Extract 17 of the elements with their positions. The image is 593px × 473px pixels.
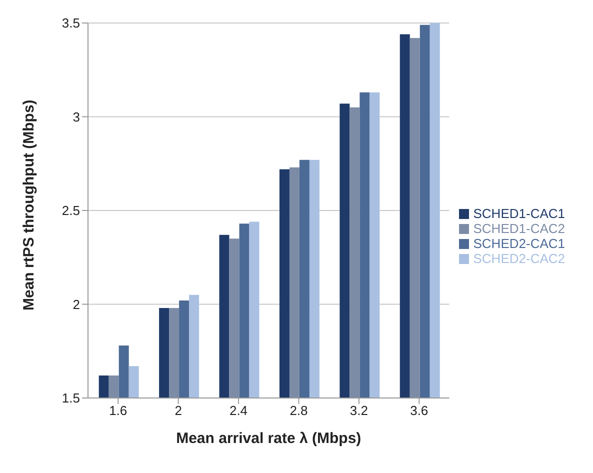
y-axis-title: Mean rtPS throughput (Mbps) [20, 100, 38, 310]
y-tick-label: 2 [72, 296, 80, 312]
x-tick-label: 3.6 [410, 403, 428, 418]
x-axis-title: Mean arrival rate λ (Mbps) [176, 430, 362, 447]
legend-label: SCHED1-CAC1 [473, 206, 565, 220]
legend-label: SCHED2-CAC1 [473, 236, 565, 250]
x-tick-label: 3.2 [350, 403, 368, 418]
x-tick-label: 1.6 [109, 403, 128, 418]
legend-label: SCHED1-CAC2 [473, 220, 565, 236]
y-tick-label: 3.5 [62, 16, 80, 31]
x-tick-label: 2.8 [290, 403, 308, 418]
legend-label: SCHED2-CAC2 [473, 250, 565, 266]
y-tick-label: 3 [72, 109, 80, 124]
y-tick-label: 1.5 [62, 390, 80, 406]
x-tick-label: 2 [174, 403, 182, 418]
x-tick-label: 2.4 [229, 403, 248, 418]
y-tick-label: 2.5 [62, 203, 80, 218]
